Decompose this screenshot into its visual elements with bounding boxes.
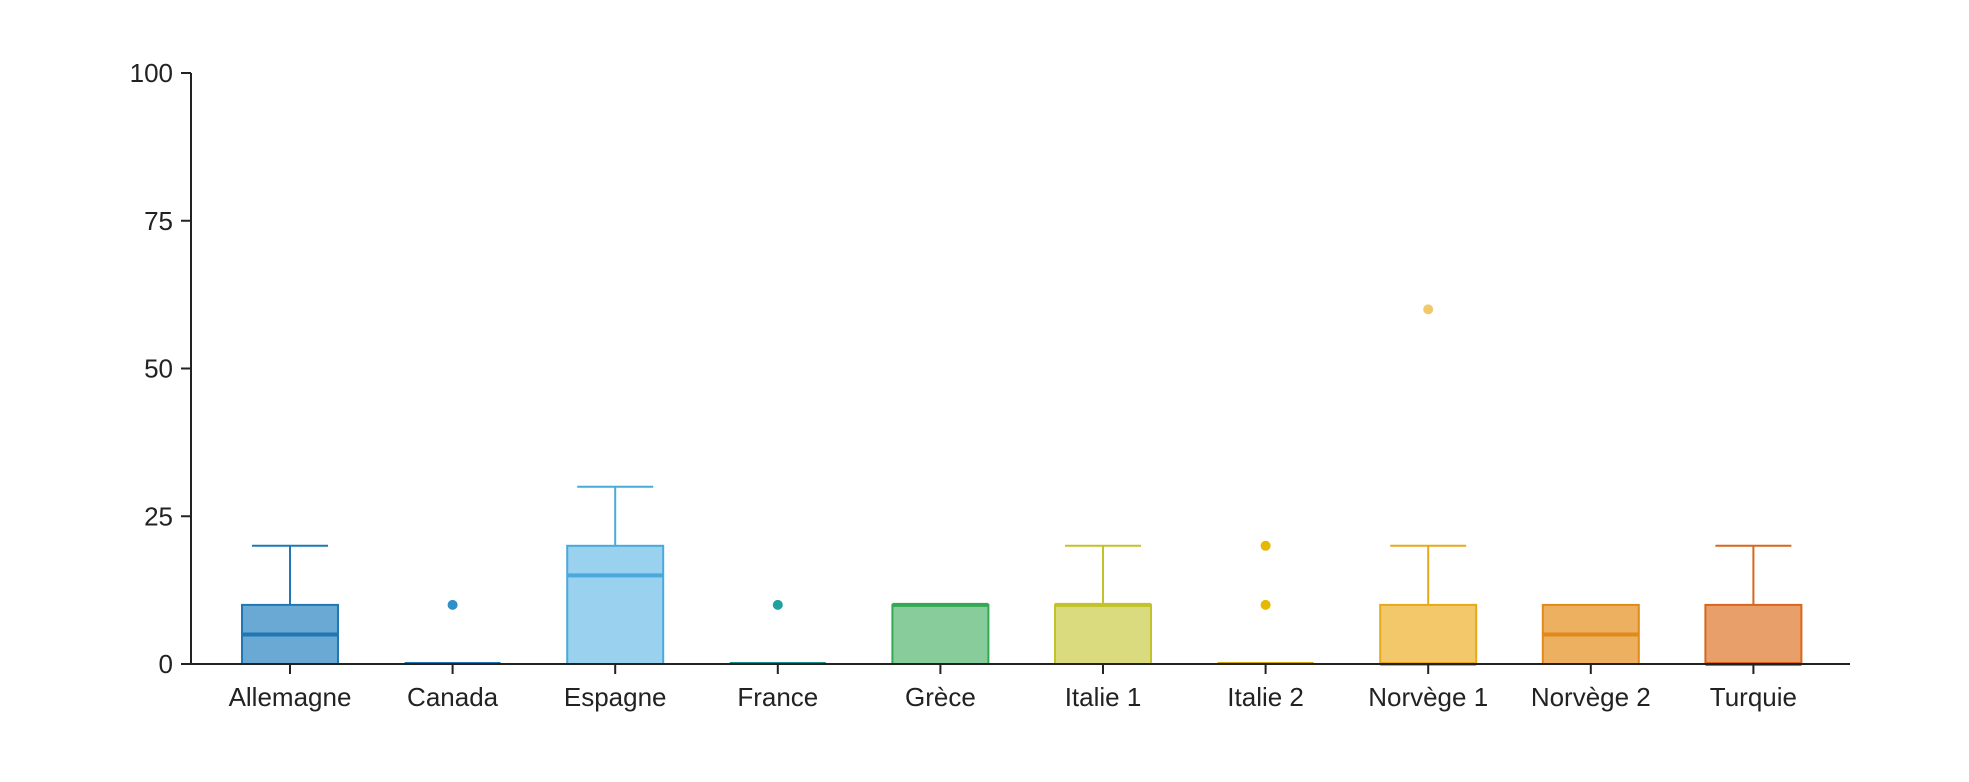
box-10 [1704,544,1803,666]
outlier-point [1423,304,1434,315]
box-body [1379,603,1478,666]
outlier-point [772,599,783,610]
y-tick-label: 0 [159,649,173,679]
box-body [1704,603,1803,666]
y-tick-label: 75 [144,206,173,236]
box-body [566,544,665,665]
x-tick-label: Norvège 1 [1368,682,1488,712]
x-tick-label: France [737,682,818,712]
x-tick-label: Grèce [905,682,976,712]
box-5 [891,602,990,666]
box-1 [241,544,339,666]
outlier-point [447,599,458,610]
x-axis-ticks: Allemagne Canada Espagne France Grèce Italie … [229,664,1797,712]
x-tick-label: Italie 1 [1065,682,1142,712]
x-tick-label: Canada [407,682,499,712]
box-body [1054,603,1152,666]
box-4 [729,599,826,664]
y-tick-label: 50 [144,354,173,384]
x-tick-label: Italie 2 [1227,682,1304,712]
box-3 [566,485,665,665]
box-9 [1541,603,1640,666]
y-tick-label: 100 [130,58,173,88]
y-axis-ticks: 0 25 50 75 100 [130,58,191,679]
outlier-point [1260,599,1271,610]
box-8 [1379,304,1478,666]
box-7 [1217,540,1314,664]
y-tick-label: 25 [144,501,173,531]
outlier-point [1260,540,1271,551]
box-6 [1054,544,1152,666]
x-tick-label: Espagne [564,682,667,712]
axes-layer [190,73,1850,665]
box-body [891,603,990,666]
x-tick-label: Turquie [1710,682,1797,712]
x-tick-label: Norvège 2 [1531,682,1651,712]
x-tick-label: Allemagne [229,682,352,712]
boxes-layer [241,304,1803,666]
box-2 [404,599,501,664]
